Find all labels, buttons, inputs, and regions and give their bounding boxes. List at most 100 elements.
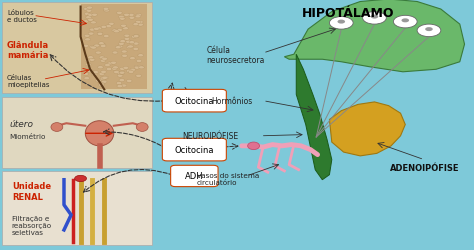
FancyBboxPatch shape [2, 171, 152, 245]
Polygon shape [284, 0, 465, 72]
Circle shape [101, 81, 107, 84]
Circle shape [112, 30, 118, 33]
Text: ADH: ADH [185, 172, 204, 181]
FancyBboxPatch shape [2, 2, 152, 94]
Circle shape [95, 80, 101, 83]
Text: NEUROIPÓFISE: NEUROIPÓFISE [182, 132, 238, 141]
Text: Filtração e
reabsorção
seletivas: Filtração e reabsorção seletivas [12, 215, 52, 235]
Circle shape [83, 45, 89, 48]
Circle shape [117, 29, 122, 32]
Circle shape [115, 46, 121, 50]
Circle shape [137, 24, 143, 27]
Circle shape [363, 12, 386, 25]
Text: Unidade
RENAL: Unidade RENAL [12, 182, 51, 201]
Text: Glândula
mamária: Glândula mamária [7, 40, 49, 60]
Circle shape [103, 36, 109, 38]
Circle shape [88, 70, 93, 73]
Circle shape [393, 16, 417, 29]
Circle shape [129, 58, 135, 60]
Circle shape [104, 10, 109, 13]
Circle shape [119, 79, 125, 82]
Circle shape [329, 18, 353, 30]
Circle shape [137, 66, 143, 69]
Ellipse shape [136, 123, 148, 132]
Circle shape [93, 28, 99, 31]
Circle shape [126, 41, 131, 44]
Circle shape [124, 14, 129, 17]
Circle shape [83, 73, 89, 76]
Circle shape [94, 45, 100, 48]
Circle shape [105, 64, 110, 67]
Circle shape [127, 70, 132, 73]
Circle shape [103, 8, 109, 11]
Circle shape [124, 35, 130, 38]
Circle shape [93, 71, 99, 74]
Circle shape [121, 25, 127, 28]
Circle shape [130, 69, 136, 72]
Circle shape [111, 62, 117, 65]
Circle shape [106, 26, 111, 29]
Circle shape [87, 7, 92, 10]
Circle shape [134, 66, 140, 69]
Circle shape [123, 28, 128, 31]
Circle shape [98, 66, 103, 70]
Circle shape [401, 19, 409, 23]
Polygon shape [329, 102, 405, 156]
Circle shape [97, 33, 103, 36]
Circle shape [119, 72, 125, 75]
Ellipse shape [75, 176, 86, 182]
Circle shape [118, 43, 124, 46]
Circle shape [88, 33, 94, 36]
Circle shape [425, 28, 433, 32]
Circle shape [91, 47, 96, 50]
Text: Célula
neurosecretora: Célula neurosecretora [206, 45, 264, 65]
Circle shape [124, 38, 130, 41]
Circle shape [83, 8, 89, 12]
Circle shape [97, 33, 103, 36]
Circle shape [99, 57, 105, 60]
Circle shape [133, 36, 139, 38]
Circle shape [117, 12, 122, 15]
Circle shape [109, 23, 114, 26]
Circle shape [96, 28, 102, 31]
Ellipse shape [85, 121, 114, 146]
Circle shape [88, 56, 93, 59]
Circle shape [113, 67, 118, 70]
Circle shape [136, 75, 141, 78]
Circle shape [114, 31, 119, 34]
Circle shape [99, 42, 104, 45]
FancyBboxPatch shape [162, 90, 226, 112]
Circle shape [136, 14, 142, 18]
Circle shape [91, 22, 96, 25]
Circle shape [100, 78, 106, 81]
FancyBboxPatch shape [2, 98, 152, 169]
Circle shape [100, 44, 106, 47]
Circle shape [86, 17, 91, 20]
Circle shape [137, 21, 143, 24]
Circle shape [122, 55, 128, 58]
Circle shape [99, 73, 105, 76]
Circle shape [119, 68, 125, 71]
Circle shape [117, 85, 123, 88]
Circle shape [129, 42, 135, 44]
Polygon shape [296, 55, 332, 180]
Text: Ocitocina: Ocitocina [174, 146, 214, 154]
Circle shape [136, 60, 142, 63]
Circle shape [117, 46, 123, 49]
Circle shape [136, 21, 141, 24]
Circle shape [133, 24, 138, 26]
Circle shape [118, 16, 124, 19]
Ellipse shape [247, 142, 259, 150]
Circle shape [123, 67, 128, 70]
Circle shape [129, 17, 135, 20]
Circle shape [100, 77, 106, 80]
Circle shape [103, 77, 109, 80]
Circle shape [84, 13, 90, 16]
FancyBboxPatch shape [81, 5, 147, 90]
Circle shape [100, 60, 106, 63]
Circle shape [128, 14, 134, 17]
Circle shape [99, 84, 104, 87]
Circle shape [85, 64, 91, 67]
Circle shape [127, 46, 132, 50]
Circle shape [116, 82, 122, 85]
